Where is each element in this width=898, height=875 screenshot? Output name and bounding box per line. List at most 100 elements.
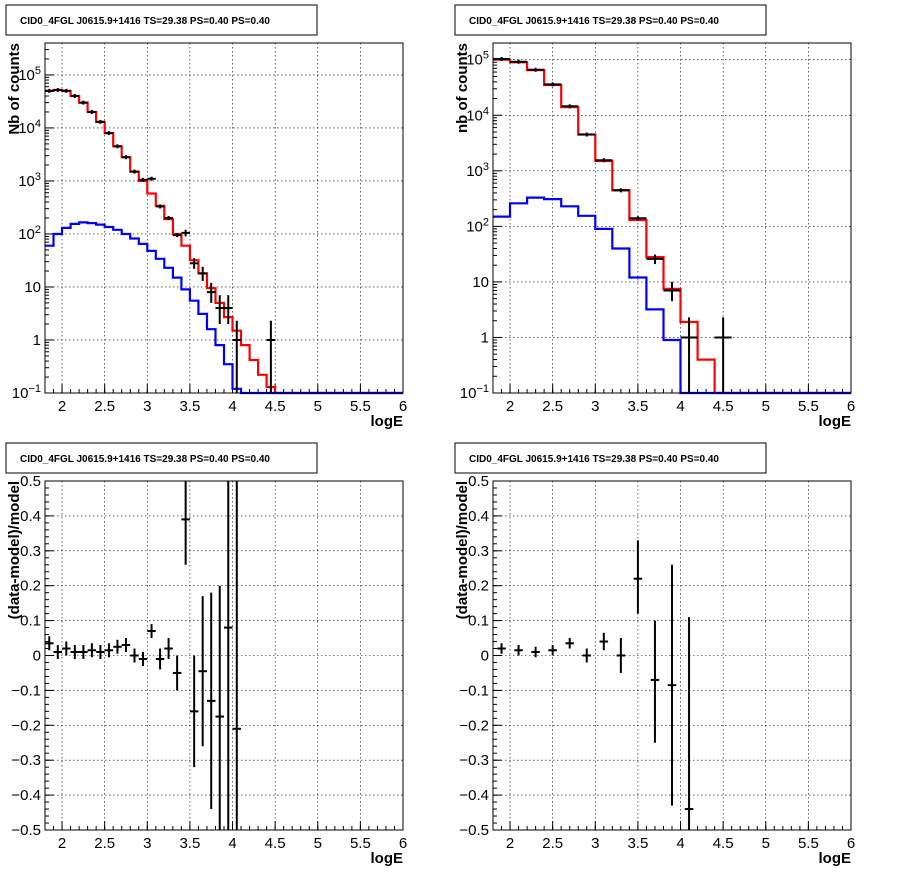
y-tick-label: 0.5 xyxy=(468,473,489,490)
y-tick-label: 0.3 xyxy=(20,543,41,560)
title-box xyxy=(454,442,767,474)
y-axis-title: (data-model)/model xyxy=(6,481,23,619)
data-point xyxy=(62,641,71,656)
data-point xyxy=(96,645,105,659)
data-point xyxy=(70,94,80,99)
data-point xyxy=(53,87,63,92)
x-tick-label: 4 xyxy=(228,835,236,852)
x-tick-label: 2 xyxy=(506,835,514,852)
data-point xyxy=(147,624,156,639)
y-tick-label: 102 xyxy=(466,216,489,235)
y-tick-label: 0.2 xyxy=(468,578,489,595)
plot-frame xyxy=(492,42,852,394)
y-tick-label: 0.2 xyxy=(20,578,41,595)
x-tick-label: 5 xyxy=(314,398,322,415)
data-point xyxy=(646,254,664,265)
data-point xyxy=(45,88,54,93)
data-point xyxy=(164,216,173,220)
y-tick-label: 0.3 xyxy=(468,543,489,560)
data-point xyxy=(79,100,88,105)
y-tick-label: 0.1 xyxy=(468,613,489,630)
x-tick-label: 6 xyxy=(847,398,855,415)
data-point xyxy=(181,229,190,237)
y-tick-label: −0.1 xyxy=(11,682,41,699)
y-tick-label: 0.4 xyxy=(20,508,41,525)
y-tick-label: −0.1 xyxy=(459,682,489,699)
data-point xyxy=(232,320,242,393)
x-tick-label: 3.5 xyxy=(179,398,200,415)
data-point xyxy=(663,281,681,302)
data-point xyxy=(629,216,647,221)
x-tick-label: 5.5 xyxy=(798,835,819,852)
data-point xyxy=(181,481,190,565)
data-point xyxy=(215,295,224,325)
y-tick-label: 1 xyxy=(481,329,489,346)
chart-title: CID0_4FGL J0615.9+1416 TS=29.38 PS=0.40 … xyxy=(469,16,719,27)
x-tick-label: 4 xyxy=(676,835,684,852)
y-tick-label: −0.5 xyxy=(459,822,489,839)
y-tick-label: 103 xyxy=(466,161,489,180)
y-tick-label: 10−1 xyxy=(460,383,489,402)
data-point xyxy=(198,596,207,747)
data-point xyxy=(96,119,105,124)
y-tick-label: 10−1 xyxy=(12,383,41,402)
y-tick-label: 103 xyxy=(18,171,41,190)
x-tick-label: 6 xyxy=(847,835,855,852)
y-tick-label: 104 xyxy=(466,105,489,124)
y-tick-label: −0.3 xyxy=(11,752,41,769)
y-tick-label: 0.4 xyxy=(468,508,489,525)
y-tick-label: −0.4 xyxy=(11,787,41,804)
x-tick-label: 3.5 xyxy=(627,398,648,415)
x-tick-label: 4 xyxy=(676,398,684,415)
y-tick-label: −0.5 xyxy=(11,822,41,839)
data-point xyxy=(612,188,630,193)
data-point xyxy=(510,59,528,64)
data-point xyxy=(548,645,557,656)
data-point xyxy=(70,645,80,659)
x-axis-title: logE xyxy=(371,850,404,867)
data-point xyxy=(104,643,114,658)
title-box xyxy=(5,442,318,474)
y-tick-label: 0 xyxy=(481,648,489,665)
x-tick-label: 3 xyxy=(143,835,151,852)
x-tick-label: 4.5 xyxy=(265,835,286,852)
data-point xyxy=(130,169,139,174)
data-point xyxy=(62,88,71,93)
data-point xyxy=(531,646,540,658)
plot-frame xyxy=(44,480,404,831)
x-tick-label: 2 xyxy=(58,398,66,415)
x-tick-label: 2.5 xyxy=(94,835,115,852)
plot-frame xyxy=(492,480,852,831)
x-tick-label: 6 xyxy=(399,398,407,415)
data-point xyxy=(561,104,579,109)
x-tick-label: 4.5 xyxy=(265,398,286,415)
y-tick-label: 10 xyxy=(472,274,489,291)
data-point xyxy=(155,648,165,670)
data-point xyxy=(582,648,592,663)
panel-residuals-left: CID0_4FGL J0615.9+1416 TS=29.38 PS=0.40 … xyxy=(5,442,407,867)
data-point xyxy=(53,645,63,659)
data-point xyxy=(493,57,511,62)
panel-residuals-right: CID0_4FGL J0615.9+1416 TS=29.38 PS=0.40 … xyxy=(454,442,855,867)
data-point xyxy=(215,585,224,830)
data-point xyxy=(113,639,122,654)
data-point xyxy=(544,82,562,87)
data-point xyxy=(684,617,694,830)
x-tick-label: 2 xyxy=(58,835,66,852)
data-point xyxy=(189,258,199,269)
x-tick-label: 5 xyxy=(762,835,770,852)
data-point xyxy=(680,317,698,393)
x-tick-label: 2.5 xyxy=(542,835,563,852)
data-point xyxy=(104,131,114,136)
data-point xyxy=(633,540,643,614)
title-box xyxy=(454,4,767,36)
data-point xyxy=(206,282,216,303)
y-tick-label: 10 xyxy=(24,279,41,296)
x-tick-label: 3 xyxy=(143,398,151,415)
y-tick-label: 0.5 xyxy=(20,473,41,490)
data-point xyxy=(616,638,626,673)
data-point xyxy=(578,132,596,137)
x-axis-title: logE xyxy=(371,413,404,430)
plot-frame xyxy=(44,42,404,394)
